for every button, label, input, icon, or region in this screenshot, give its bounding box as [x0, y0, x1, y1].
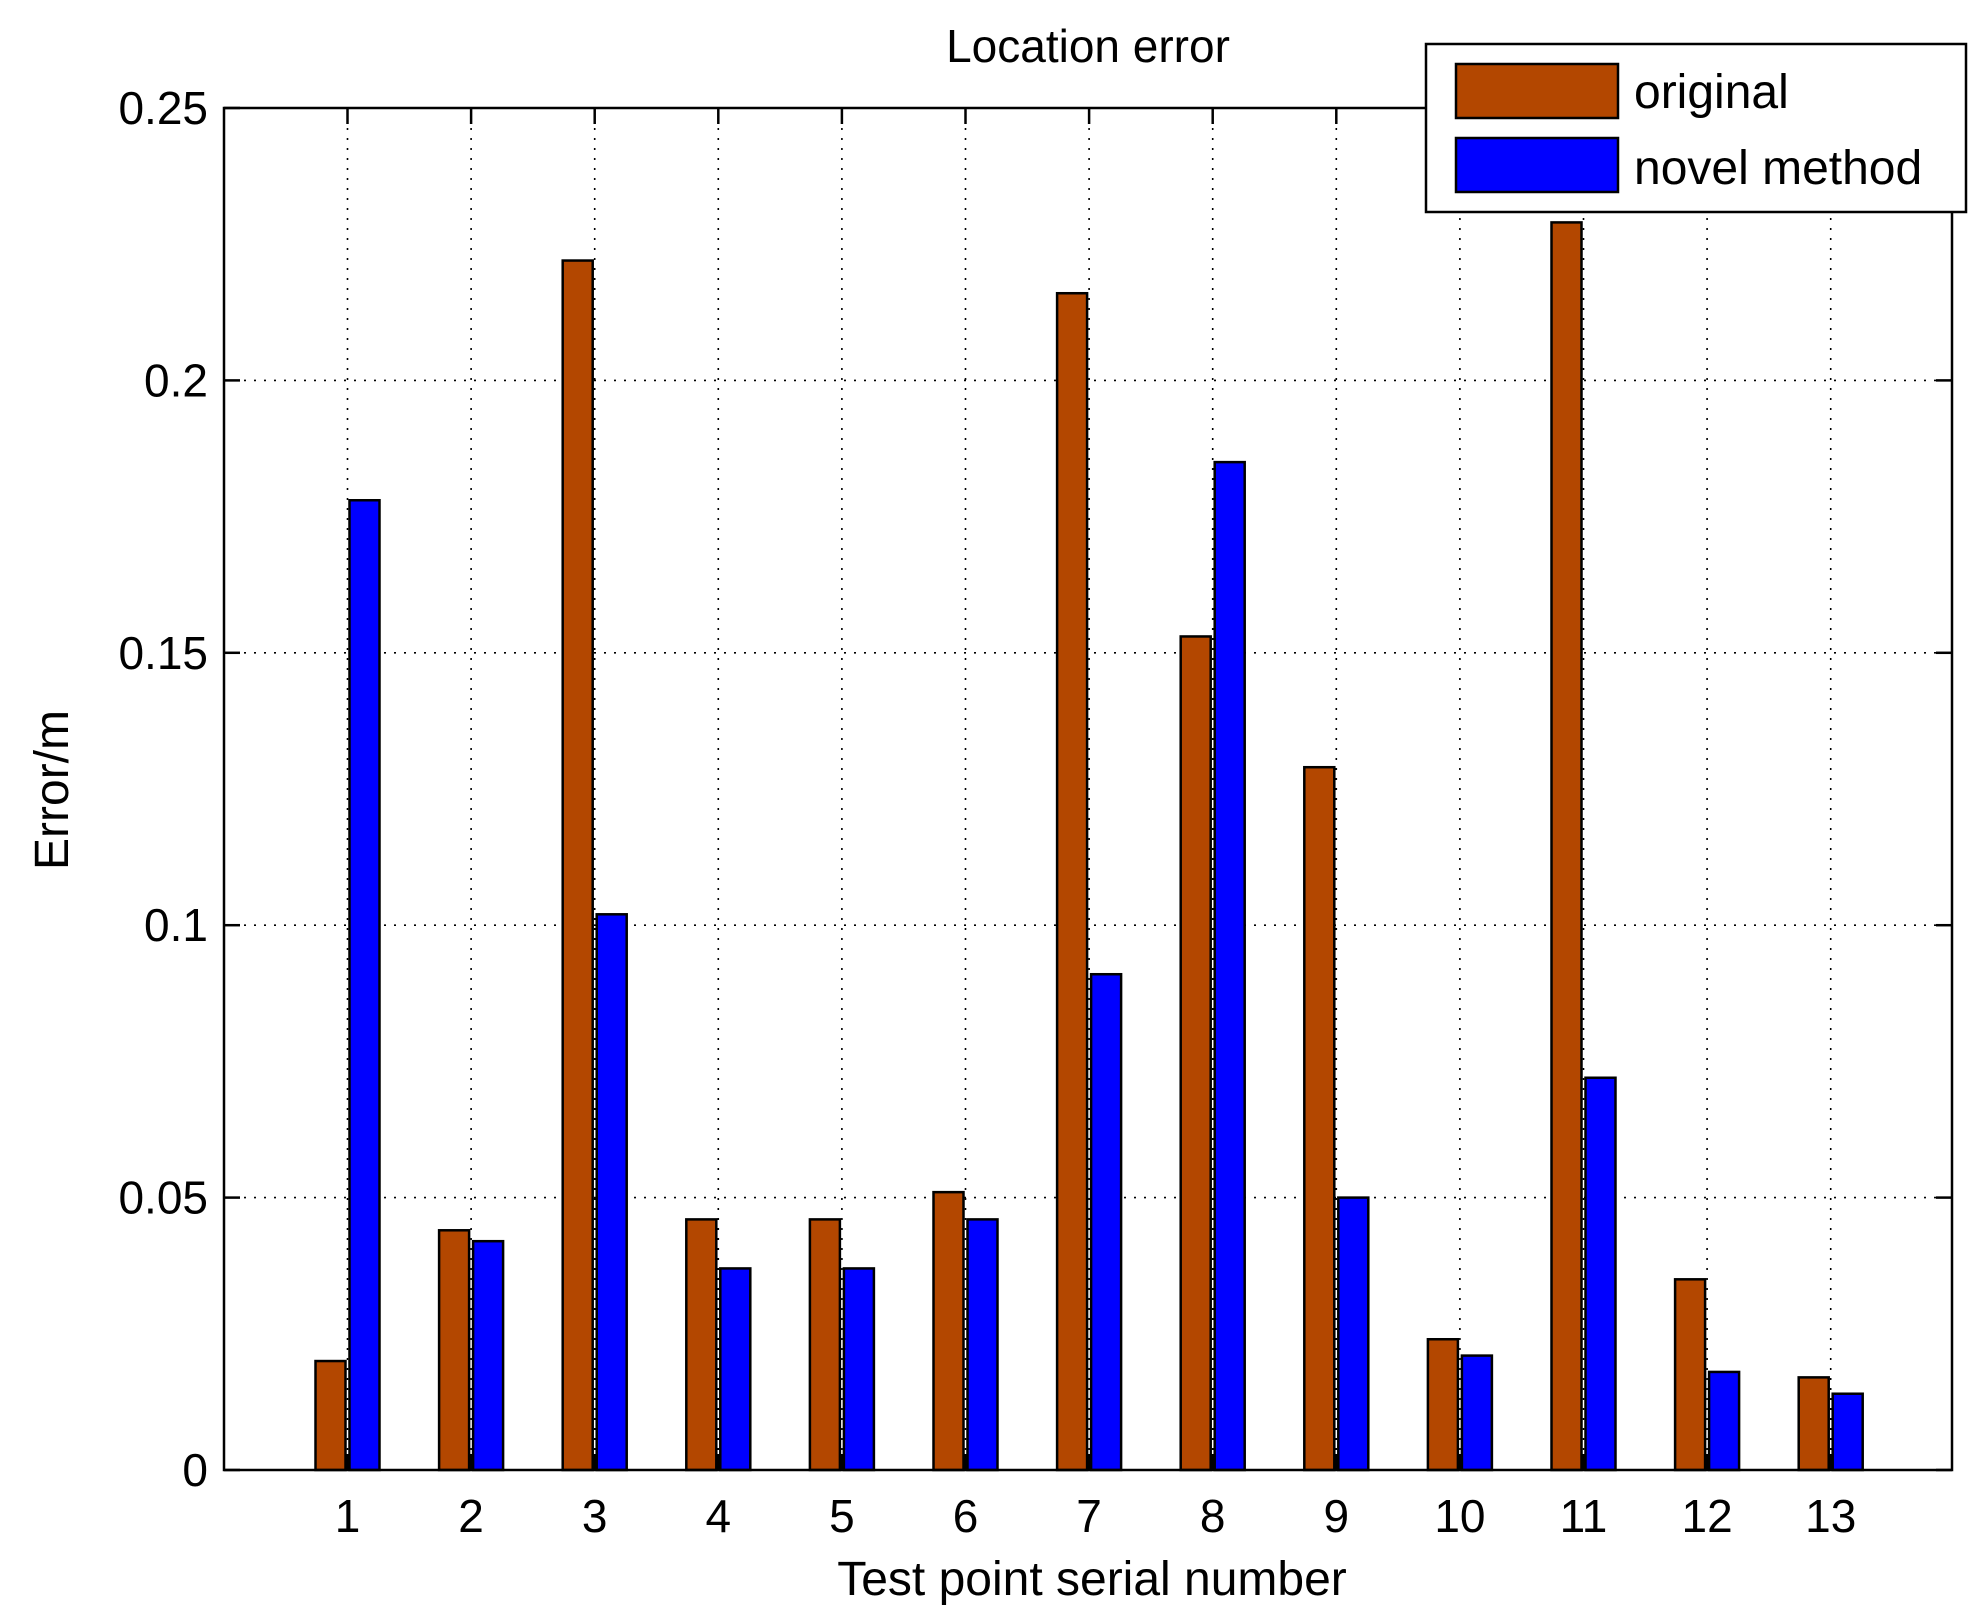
bar-novel-method-9	[1337, 1196, 1370, 1472]
x-tick-label: 3	[582, 1490, 608, 1542]
x-tick-label: 10	[1434, 1490, 1485, 1542]
tick-labels: 00.050.10.150.20.251 2 3 4 5 6 7 8 9 10 11 12 13	[118, 82, 1856, 1542]
bar-novel-method-12	[1707, 1370, 1741, 1472]
bar-novel-method-1	[348, 499, 381, 1472]
x-tick-label: 11	[1560, 1490, 1608, 1542]
x-tick-label: 7	[1076, 1490, 1102, 1542]
x-tick-label: 4	[706, 1490, 732, 1542]
bar-novel-method-3	[595, 913, 628, 1472]
legend-swatch-original	[1454, 62, 1620, 120]
bar-original-6	[932, 1190, 965, 1472]
x-tick-label: 8	[1200, 1490, 1226, 1542]
y-tick-label: 0.25	[118, 82, 208, 134]
y-axis-label: Error/m	[26, 710, 79, 870]
bar-novel-method-11	[1584, 1076, 1617, 1472]
bar-novel-method-5	[842, 1267, 876, 1472]
y-tick-label: 0.2	[144, 354, 208, 406]
bar-novel-method-10	[1460, 1354, 1494, 1472]
x-tick-label: 5	[829, 1490, 855, 1542]
bar-original-7	[1055, 291, 1089, 1472]
bar-novel-method-7	[1089, 972, 1123, 1472]
bar-original-11	[1550, 221, 1583, 1472]
bar-original-3	[561, 259, 594, 1472]
legend-swatch-novel-method	[1454, 136, 1620, 194]
x-tick-label: 13	[1805, 1490, 1856, 1542]
x-tick-label: 1	[335, 1490, 361, 1542]
bar-novel-method-4	[719, 1267, 752, 1472]
legend-label-original: original	[1634, 66, 1789, 119]
bar-original-13	[1797, 1376, 1830, 1472]
grid-lines	[224, 108, 1952, 1470]
bar-novel-method-2	[471, 1239, 505, 1472]
x-tick-label: 6	[953, 1490, 979, 1542]
x-tick-label: 12	[1682, 1490, 1733, 1542]
axis-ticks	[224, 106, 1952, 1472]
y-tick-label: 0	[182, 1444, 208, 1496]
y-tick-label: 0.15	[118, 627, 208, 679]
bar-original-2	[437, 1229, 471, 1472]
bar-original-10	[1426, 1337, 1460, 1472]
y-tick-label: 0.05	[118, 1172, 208, 1224]
x-axis-label: Test point serial number	[837, 1553, 1347, 1606]
bar-novel-method-8	[1213, 460, 1246, 1472]
legend-label-novel-method: novel method	[1634, 142, 1922, 195]
bar-novel-method-6	[966, 1218, 999, 1472]
y-tick-label: 0.1	[144, 899, 208, 951]
bar-novel-method-13	[1831, 1392, 1864, 1472]
bar-original-9	[1303, 765, 1336, 1472]
bar-original-1	[314, 1359, 347, 1472]
bar-original-8	[1179, 635, 1212, 1472]
bar-original-4	[685, 1218, 718, 1472]
x-tick-label: 9	[1324, 1490, 1350, 1542]
bar-original-5	[808, 1218, 842, 1472]
legend: original novel method	[1424, 42, 1968, 214]
x-tick-label: 2	[458, 1490, 484, 1542]
chart-title: Location error	[946, 20, 1230, 72]
bar-original-12	[1673, 1278, 1707, 1472]
